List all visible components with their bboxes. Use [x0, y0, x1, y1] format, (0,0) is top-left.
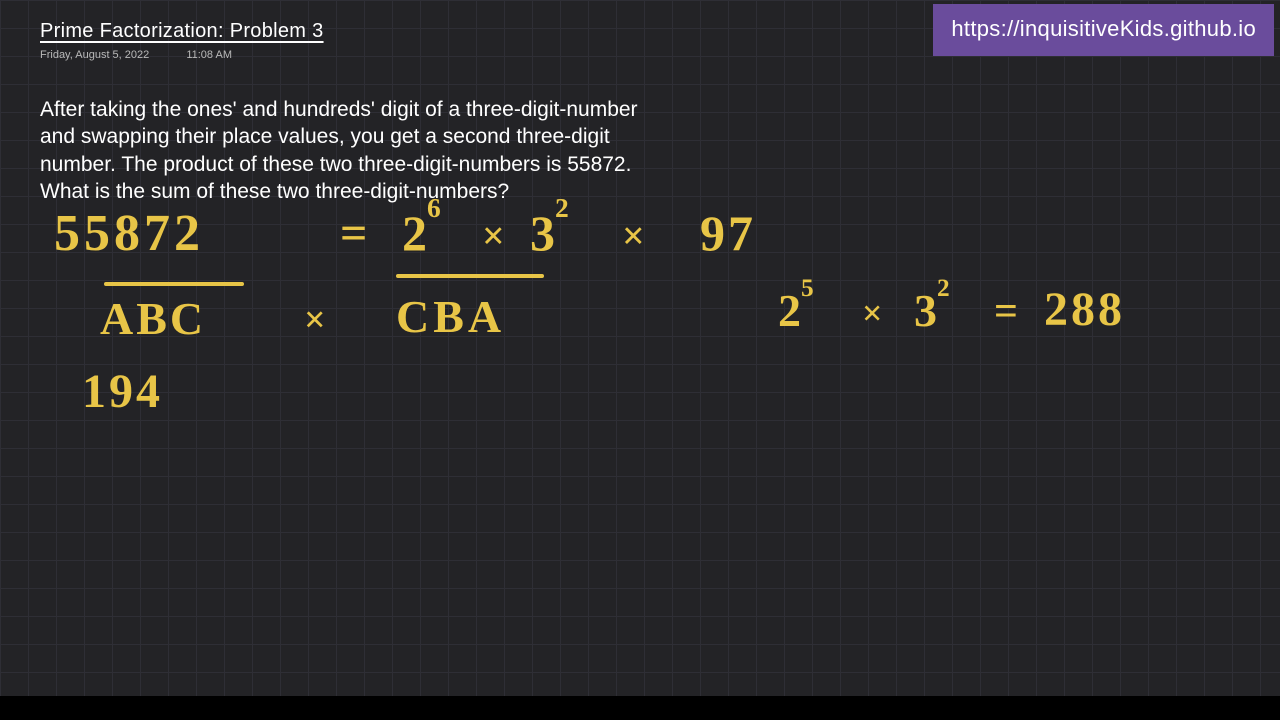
hw-two-base: 2: [402, 205, 427, 261]
hw-abc: ABC: [100, 292, 206, 345]
hw-288: 288: [1044, 282, 1125, 337]
hw-three: 32: [530, 204, 569, 262]
hw-exp-5: 5: [801, 274, 814, 302]
page-title: Prime Factorization: Problem 3: [40, 20, 324, 43]
date-text: Friday, August 5, 2022: [40, 49, 149, 61]
banner-url-text: https://inquisitiveKids.github.io: [951, 16, 1256, 41]
hw-equals-2: =: [994, 288, 1018, 336]
hw-55872: 55872: [54, 204, 204, 263]
problem-line-3: number. The product of these two three-d…: [40, 151, 638, 178]
problem-line-1: After taking the ones' and hundreds' dig…: [40, 96, 638, 123]
hw-times-mid: ×: [304, 298, 326, 342]
hw-two: 26: [402, 204, 441, 262]
hw-times-1: ×: [482, 212, 505, 259]
hw-times-3: ×: [862, 292, 883, 334]
date-row: Friday, August 5, 2022 11:08 AM: [40, 49, 324, 61]
hw-cba: CBA: [396, 290, 505, 343]
hw-2to5: 25: [778, 284, 814, 337]
source-url-banner: https://inquisitiveKids.github.io: [933, 4, 1274, 56]
problem-line-2: and swapping their place values, you get…: [40, 123, 638, 150]
hw-194: 194: [82, 364, 163, 419]
hw-3to2-base: 3: [914, 285, 937, 336]
page-header: Prime Factorization: Problem 3 Friday, A…: [40, 20, 324, 61]
hw-97: 97: [700, 204, 756, 262]
problem-line-4: What is the sum of these two three-digit…: [40, 178, 638, 205]
problem-statement: After taking the ones' and hundreds' dig…: [40, 96, 638, 205]
bottom-black-bar: [0, 696, 1280, 720]
hw-exp-2b: 2: [937, 274, 950, 302]
hw-exp-6: 6: [427, 192, 441, 223]
hw-3to2: 32: [914, 284, 950, 337]
hw-underline-55872: [104, 282, 244, 286]
time-text: 11:08 AM: [186, 49, 232, 61]
hw-times-2: ×: [622, 212, 645, 259]
hw-2to5-base: 2: [778, 285, 801, 336]
hw-equals: =: [340, 206, 367, 261]
hw-underline-factors: [396, 274, 544, 278]
hw-exp-2a: 2: [555, 192, 569, 223]
hw-three-base: 3: [530, 205, 555, 261]
